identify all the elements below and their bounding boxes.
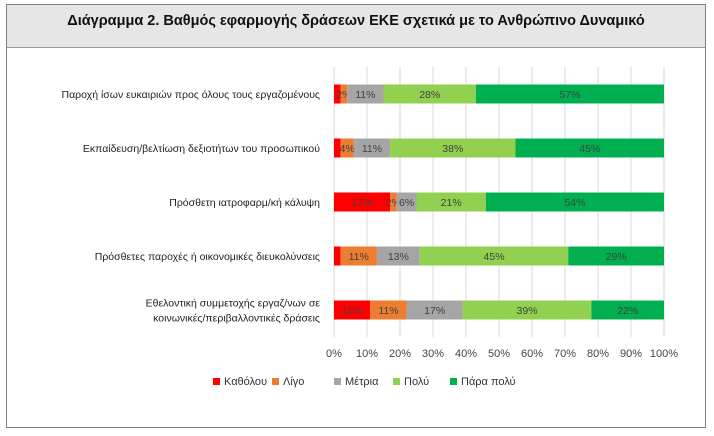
legend-swatch xyxy=(334,378,341,385)
bar-segment xyxy=(390,138,516,158)
legend-label: Πολύ xyxy=(404,376,429,388)
x-tick-label: 10% xyxy=(356,348,378,360)
category-label: Εθελοντική συμμετοχής εργαζ/νων σε xyxy=(146,298,321,310)
stacked-bar-chart: 0% 10% 20% 30% 40% 50% 60% 70% 80% 90% 100% Παροχή … xyxy=(62,67,678,388)
bar-segment xyxy=(376,246,420,266)
data-label: 4% xyxy=(340,143,355,155)
bar-segment xyxy=(416,192,486,212)
bar-segment xyxy=(419,246,569,266)
data-label: 13% xyxy=(388,251,409,263)
bar-segment xyxy=(396,192,417,212)
category-label: Παροχή ίσων ευκαιριών προς όλους τους ερ… xyxy=(62,89,321,101)
data-label: 11% xyxy=(355,89,375,101)
bar-segment xyxy=(568,246,664,266)
legend-swatch xyxy=(213,378,220,385)
x-tick-label: 50% xyxy=(488,348,510,360)
data-label: 39% xyxy=(517,305,538,317)
data-label: 45% xyxy=(484,251,505,263)
bar-segment xyxy=(334,138,341,158)
bar-segment xyxy=(334,246,341,266)
category-label: Εκπαίδευση/βελτίωση δεξιοτήτων του προσω… xyxy=(83,143,320,155)
data-label: 28% xyxy=(419,89,440,101)
data-label: 57% xyxy=(559,89,580,101)
chart-title: Διάγραμμα 2. Βαθμός εφαρμογής δράσεων ΕΚ… xyxy=(67,13,645,29)
data-label: 11% xyxy=(362,143,382,155)
data-label: 17% xyxy=(424,305,445,317)
legend-label: Καθόλου xyxy=(224,376,267,388)
chart-frame: Διάγραμμα 2. Βαθμός εφαρμογής δράσεων ΕΚ… xyxy=(6,4,706,428)
data-label: 38% xyxy=(442,143,463,155)
title-bar: Διάγραμμα 2. Βαθμός εφαρμογής δράσεων ΕΚ… xyxy=(7,5,705,48)
bar-segment xyxy=(347,84,384,104)
bar-segment xyxy=(334,300,371,320)
x-tick-label: 30% xyxy=(422,348,444,360)
x-tick-label: 100% xyxy=(650,348,678,360)
data-label: 11% xyxy=(349,251,369,263)
x-tick-label: 0% xyxy=(326,348,342,360)
legend-swatch xyxy=(272,378,279,385)
legend-swatch xyxy=(450,378,457,385)
data-label: 11% xyxy=(378,305,398,317)
legend-label: Μέτρια xyxy=(345,376,379,388)
bar-segment xyxy=(353,138,391,158)
legend-label: Πάρα πολύ xyxy=(461,376,516,388)
category-label: Πρόσθετη ιατροφαρμ/κή κάλυψη xyxy=(169,197,320,209)
legend-label: Λίγο xyxy=(283,376,304,388)
x-tick-label: 20% xyxy=(389,348,411,360)
data-label: 11% xyxy=(342,305,362,317)
bar-segment xyxy=(462,300,592,320)
bar-segment xyxy=(475,84,664,104)
data-label: 6% xyxy=(399,197,414,209)
bar-segment xyxy=(340,84,348,104)
x-tick-label: 40% xyxy=(455,348,477,360)
data-label: 54% xyxy=(564,197,585,209)
bar-segment xyxy=(390,192,397,212)
bar-segment xyxy=(406,300,463,320)
bar-segment xyxy=(340,246,377,266)
bar-segment xyxy=(334,84,341,104)
bar-segment xyxy=(383,84,476,104)
legend-swatch xyxy=(393,378,400,385)
x-tick-label: 70% xyxy=(554,348,576,360)
category-label: Πρόσθετες παροχές ή οικονομικές διευκολύ… xyxy=(95,251,320,263)
x-tick-label: 60% xyxy=(521,348,543,360)
bar-segment xyxy=(370,300,407,320)
data-label: 17% xyxy=(352,197,373,209)
bar-segment xyxy=(515,138,664,158)
data-label: 29% xyxy=(606,251,627,263)
x-tick-label: 80% xyxy=(587,348,609,360)
data-label: 22% xyxy=(617,305,638,317)
bar-segment xyxy=(485,192,664,212)
bar-segment xyxy=(340,138,354,158)
category-label: κοινωνικές/περιβαλλοντικές δράσεις xyxy=(153,313,320,325)
bar-segment xyxy=(334,192,391,212)
x-tick-label: 90% xyxy=(620,348,642,360)
data-label: 45% xyxy=(579,143,600,155)
bar-segment xyxy=(591,300,664,320)
data-label: 21% xyxy=(441,197,462,209)
